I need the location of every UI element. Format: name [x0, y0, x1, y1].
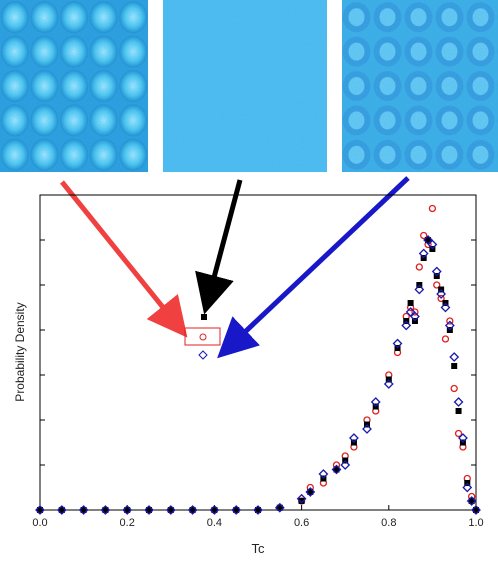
- point-square: [189, 507, 196, 513]
- point-diamond: [253, 505, 263, 515]
- point-square: [58, 507, 65, 513]
- x-tick-label: 0.2: [120, 517, 135, 529]
- arrow-black: [195, 179, 243, 315]
- point-square: [102, 507, 109, 513]
- point-diamond: [78, 505, 89, 515]
- point-square: [146, 507, 152, 513]
- point-diamond: [414, 284, 425, 295]
- point-diamond: [370, 397, 381, 407]
- x-tick-label: 1.0: [468, 517, 483, 529]
- point-diamond: [401, 320, 412, 331]
- point-diamond: [56, 505, 67, 515]
- arrow-blue: [217, 176, 410, 359]
- y-axis-label: Probability Density: [13, 302, 27, 401]
- point-diamond: [427, 239, 438, 250]
- point-circle: [441, 335, 450, 343]
- point-diamond: [418, 248, 429, 259]
- point-diamond: [440, 302, 451, 313]
- point-diamond: [436, 289, 447, 299]
- point-diamond: [100, 505, 111, 515]
- point-diamond: [35, 505, 45, 515]
- point-diamond: [466, 496, 477, 506]
- snapshot-images: [0, 0, 498, 172]
- point-diamond: [362, 424, 372, 434]
- x-tick-label: 0.8: [381, 517, 396, 529]
- point-square: [455, 408, 462, 414]
- point-circle: [446, 317, 454, 325]
- key-diamond: [198, 350, 208, 360]
- point-diamond: [444, 320, 455, 331]
- x-tick-label: 0.0: [32, 517, 47, 529]
- point-circle: [454, 429, 463, 438]
- point-diamond: [122, 505, 133, 515]
- point-diamond: [296, 493, 307, 504]
- point-square: [473, 507, 479, 513]
- key-box: [184, 327, 221, 346]
- arrows: [60, 176, 410, 359]
- point-diamond: [458, 433, 468, 443]
- point-diamond: [144, 505, 154, 515]
- point-square: [451, 363, 458, 369]
- point-square: [80, 507, 87, 513]
- marker-key: [184, 314, 221, 360]
- point-square: [167, 507, 174, 513]
- point-diamond: [383, 379, 394, 389]
- point-diamond: [340, 460, 351, 470]
- point-diamond: [274, 502, 285, 513]
- key-square: [201, 314, 207, 320]
- point-diamond: [305, 487, 316, 497]
- point-square: [307, 489, 314, 495]
- snapshot-3-noise: [342, 0, 498, 172]
- point-diamond: [209, 505, 220, 515]
- point-square: [425, 237, 432, 243]
- point-diamond: [462, 482, 473, 493]
- point-diamond: [318, 469, 329, 479]
- point-circle: [433, 281, 441, 289]
- point-diamond: [331, 464, 342, 475]
- point-diamond: [431, 266, 442, 277]
- point-square: [233, 507, 240, 513]
- point-square: [407, 300, 414, 306]
- point-circle: [415, 263, 423, 271]
- point-diamond: [453, 397, 464, 407]
- point-square: [211, 507, 218, 513]
- point-diamond: [187, 505, 198, 515]
- x-tick-label: 0.4: [207, 517, 222, 529]
- point-diamond: [471, 505, 481, 515]
- point-square: [333, 466, 340, 473]
- arrow-red: [60, 180, 188, 338]
- snapshot-2-noise: [163, 0, 327, 172]
- snapshot-1-noise: [0, 0, 148, 172]
- point-circle: [411, 308, 419, 316]
- point-diamond: [231, 505, 242, 515]
- point-square: [124, 507, 131, 513]
- point-circle: [437, 294, 445, 303]
- x-tick-label: 0.6: [294, 517, 309, 529]
- point-square: [298, 498, 305, 504]
- point-circle: [450, 384, 458, 393]
- point-circle: [420, 231, 428, 240]
- point-square: [276, 504, 283, 511]
- point-diamond: [410, 311, 420, 322]
- point-diamond: [165, 505, 176, 515]
- point-square: [255, 507, 261, 513]
- point-square: [468, 498, 475, 504]
- plot-frame: [39, 194, 477, 511]
- point-diamond: [392, 338, 403, 349]
- x-axis-label: Tc: [252, 541, 266, 556]
- key-circle: [199, 333, 207, 341]
- point-diamond: [449, 352, 460, 362]
- point-circle: [428, 204, 437, 213]
- point-square: [37, 507, 43, 513]
- point-diamond: [349, 433, 359, 443]
